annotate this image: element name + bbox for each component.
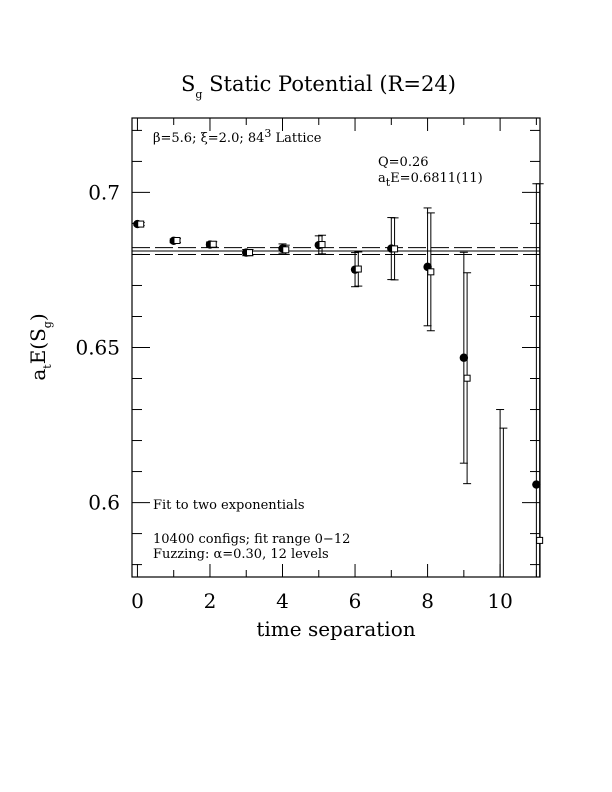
data-point-square <box>354 265 362 273</box>
y-tick-label: 0.7 <box>88 180 120 204</box>
chart-title: Sg Static Potential (R=24) <box>181 72 456 101</box>
x-tick-label: 8 <box>421 589 434 613</box>
y-tick-label: 0.65 <box>75 336 120 360</box>
data-point-square <box>137 220 145 228</box>
data-point-square <box>173 237 181 245</box>
data-point-square <box>391 245 399 253</box>
data-point-square <box>427 268 435 276</box>
annotation-fit: Fit to two exponentials <box>153 498 305 513</box>
annotation-fuzzing: Fuzzing: α=0.30, 12 levels <box>153 547 329 562</box>
x-tick-label: 10 <box>487 589 512 613</box>
data-point-square <box>246 249 254 257</box>
data-point-square <box>318 241 326 249</box>
data-point-circle <box>532 480 541 489</box>
data-point-square <box>463 374 471 382</box>
annotation-q: Q=0.26 <box>378 155 429 170</box>
x-axis-label: time separation <box>256 617 415 641</box>
error-bars <box>133 183 544 578</box>
x-tick-label: 2 <box>204 589 217 613</box>
data-point-square <box>209 240 217 248</box>
x-tick-label: 4 <box>276 589 289 613</box>
x-tick-label: 0 <box>131 589 144 613</box>
x-tick-labels: 0 2 4 6 8 10 <box>131 589 513 613</box>
data-point-circle <box>459 353 469 362</box>
data-point-square <box>536 536 544 544</box>
y-tick-label: 0.6 <box>88 491 120 515</box>
y-tick-labels: 0.6 0.65 0.7 <box>75 180 120 514</box>
x-tick-label: 6 <box>349 589 362 613</box>
fit-band <box>132 247 540 255</box>
data-point-square <box>282 246 290 254</box>
data-markers <box>133 219 544 544</box>
y-axis-label: atE(Sg) <box>26 313 54 380</box>
annotation-configs: 10400 configs; fit range 0−12 <box>153 532 350 547</box>
annotation-lattice: β=5.6; ξ=2.0; 843 Lattice <box>153 127 322 146</box>
annotation-energy: atE=0.6811(11) <box>378 171 483 189</box>
